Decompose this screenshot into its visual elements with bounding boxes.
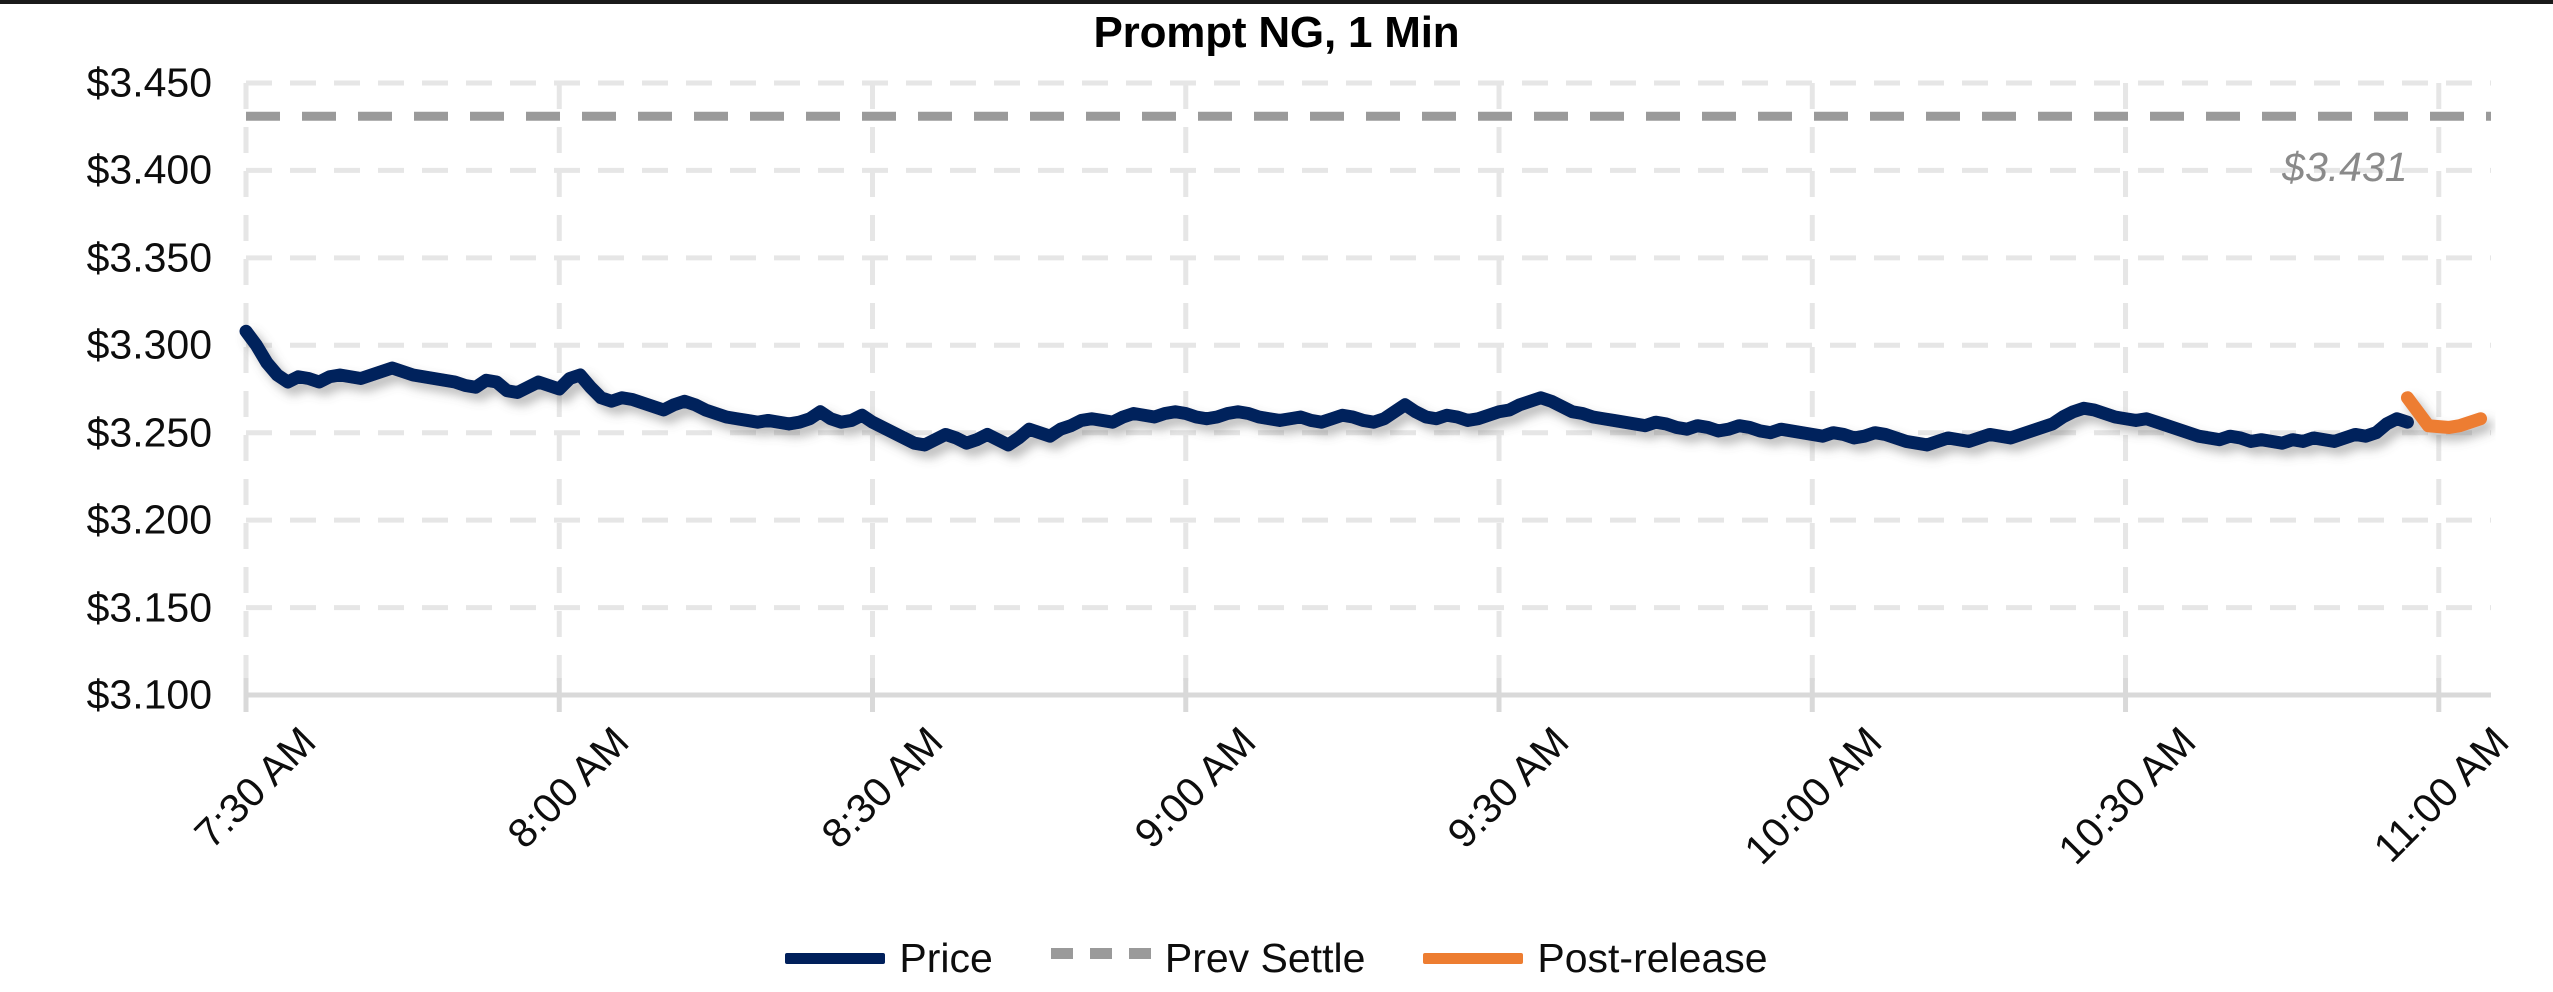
x-axis-tick-label: 10:30 AM — [2049, 718, 2205, 874]
legend-item[interactable]: Prev Settle — [1050, 935, 1366, 981]
x-axis-tick-label: 8:30 AM — [812, 718, 952, 857]
y-axis-tick-label: $3.400 — [86, 146, 212, 193]
legend-swatch-post-release — [1423, 953, 1524, 964]
y-axis-tick-label: $3.350 — [86, 234, 212, 281]
y-axis-tick-label: $3.300 — [86, 321, 212, 368]
legend-swatch-prev-settle — [1050, 947, 1151, 970]
plot-svg — [239, 80, 2491, 698]
x-axis-tick-label: 10:00 AM — [1735, 718, 1891, 874]
legend-item[interactable]: Price — [785, 935, 993, 981]
horizontal-gridlines — [246, 80, 2491, 698]
y-axis-tick-label: $3.450 — [86, 59, 212, 106]
legend-label: Price — [899, 935, 993, 981]
x-axis-tick-label: 11:00 AM — [2364, 718, 2518, 871]
y-axis-tick-label: $3.250 — [86, 409, 212, 456]
chart-legend: Price Prev Settle Post-release — [0, 938, 2553, 979]
legend-label: Post-release — [1537, 935, 1768, 981]
y-axis-labels: $3.450 $3.400 $3.350 $3.300 $3.250 $3.200 $3.1… — [0, 60, 212, 718]
legend-swatch-price — [785, 953, 886, 964]
top-divider — [0, 0, 2553, 4]
y-axis-tick-label: $3.100 — [86, 671, 212, 718]
y-axis-tick-label: $3.150 — [86, 584, 212, 631]
legend-item[interactable]: Post-release — [1423, 935, 1768, 981]
post-release-line — [2400, 391, 2488, 434]
x-axis-tick-label: 7:30 AM — [185, 718, 325, 857]
chart-title: Prompt NG, 1 Min — [1093, 8, 1460, 57]
x-axis-tick-label: 9:00 AM — [1125, 718, 1265, 857]
legend-label: Prev Settle — [1164, 935, 1366, 981]
prev-settle-annotation: $3.431 — [2282, 144, 2408, 191]
x-axis-tick-label: 8:00 AM — [498, 718, 638, 857]
plot-area — [239, 80, 2491, 698]
y-axis-tick-label: $3.200 — [86, 496, 212, 543]
x-axis-tick-label: 9:30 AM — [1438, 718, 1578, 857]
x-axis-labels: 7:30 AM 8:00 AM 8:30 AM 9:00 AM 9:30 AM 10:00… — [0, 700, 2553, 900]
vertical-gridlines — [243, 83, 2442, 695]
price-line — [239, 324, 2414, 452]
